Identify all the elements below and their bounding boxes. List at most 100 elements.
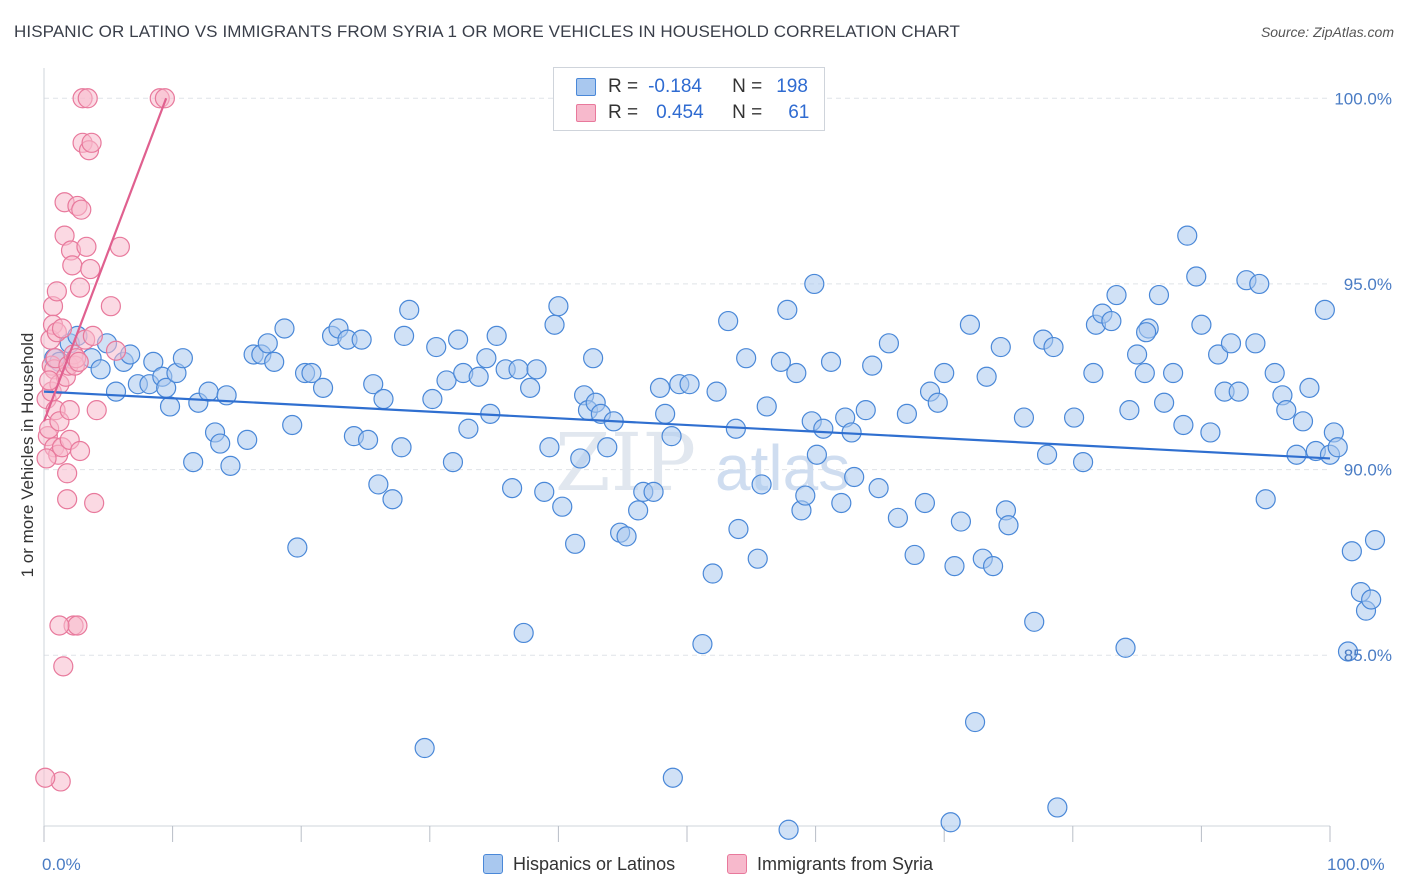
data-point [1163, 362, 1184, 384]
data-point [1200, 422, 1221, 443]
data-point [86, 400, 107, 421]
data-point [183, 452, 204, 473]
data-point [458, 418, 479, 439]
data-point [1208, 344, 1229, 365]
data-point [1276, 400, 1297, 421]
y-tick-label: 90.0% [1344, 461, 1392, 480]
data-point [198, 381, 219, 402]
data-point [1286, 444, 1307, 465]
legend-row-syria: R = 0.454 N = 61 [576, 100, 809, 126]
legend-swatch-pink [576, 104, 596, 122]
data-point [1364, 530, 1386, 551]
data-point [382, 489, 403, 510]
data-point [616, 526, 637, 547]
bottom-legend-swatch-pink [727, 854, 747, 874]
y-tick-label: 100.0% [1334, 89, 1392, 108]
x-min-label: 0.0% [42, 855, 81, 874]
data-point [1228, 381, 1249, 402]
data-point [1264, 362, 1285, 384]
data-point [770, 351, 791, 372]
data-point [57, 489, 78, 510]
data-point [597, 437, 618, 458]
data-point [661, 426, 682, 447]
data-point [59, 400, 80, 421]
data-point [1148, 284, 1170, 306]
data-point [964, 711, 986, 733]
data-point [813, 418, 834, 439]
data-point [84, 492, 105, 514]
data-point [747, 548, 768, 569]
data-point [237, 429, 258, 450]
data-point [539, 437, 560, 458]
data-point [544, 314, 565, 335]
data-point [655, 403, 676, 424]
data-point [1245, 333, 1266, 354]
data-point [736, 348, 757, 369]
data-point [282, 414, 303, 436]
data-point [643, 481, 664, 502]
data-point [940, 812, 961, 833]
bottom-legend-label: Immigrants from Syria [757, 853, 934, 874]
axes [43, 68, 1331, 842]
data-point [1314, 299, 1335, 321]
data-point [692, 633, 713, 655]
data-point [391, 437, 412, 458]
data-point [786, 362, 807, 384]
data-point [53, 656, 74, 677]
series-hispanics-points [44, 225, 1386, 840]
data-point [1115, 637, 1136, 658]
data-point [373, 388, 394, 410]
bottom-legend-syria: Immigrants from Syria [727, 852, 933, 876]
data-point [1134, 362, 1155, 384]
data-point [502, 478, 523, 499]
data-point [1024, 611, 1045, 632]
legend-n-value: 61 [788, 102, 810, 123]
source-label: Source: ZipAtlas.com [1260, 24, 1394, 40]
data-point [274, 318, 295, 339]
data-point [143, 351, 164, 372]
bottom-legend-label: Hispanics or Latinos [513, 853, 676, 874]
y-tick-labels: 100.0% 95.0% 90.0% 85.0% [1334, 89, 1392, 665]
data-point [728, 518, 749, 540]
data-point [90, 359, 111, 380]
data-point [1043, 336, 1064, 358]
data-point [1101, 310, 1122, 332]
data-point [57, 463, 78, 484]
data-point [1083, 362, 1104, 384]
data-point [820, 351, 842, 372]
data-point [756, 396, 777, 417]
data-point [831, 492, 852, 514]
data-point [904, 544, 925, 566]
data-point [312, 377, 334, 398]
data-point [1327, 437, 1348, 458]
data-point [351, 329, 372, 350]
data-point [76, 236, 97, 257]
data-point [220, 455, 241, 476]
data-point [1136, 322, 1157, 343]
data-point [159, 396, 181, 417]
data-point [399, 299, 420, 321]
data-point [82, 325, 103, 347]
data-point [702, 563, 723, 584]
data-point [718, 310, 739, 332]
data-point [1119, 400, 1140, 421]
data-point [1191, 314, 1212, 335]
data-point [1361, 589, 1382, 610]
data-point [844, 466, 865, 488]
data-point [442, 452, 464, 473]
data-point [628, 500, 649, 521]
data-point [69, 277, 91, 298]
data-point [105, 340, 127, 361]
data-point [447, 329, 469, 350]
legend-n-value: 198 [776, 76, 808, 97]
data-point [1341, 541, 1362, 562]
data-point [35, 767, 56, 788]
data-point [264, 351, 285, 372]
data-point [508, 359, 529, 380]
data-point [257, 333, 278, 354]
data-point [1186, 266, 1207, 287]
data-point [468, 366, 489, 387]
data-point [1072, 452, 1094, 473]
data-point [67, 615, 88, 636]
